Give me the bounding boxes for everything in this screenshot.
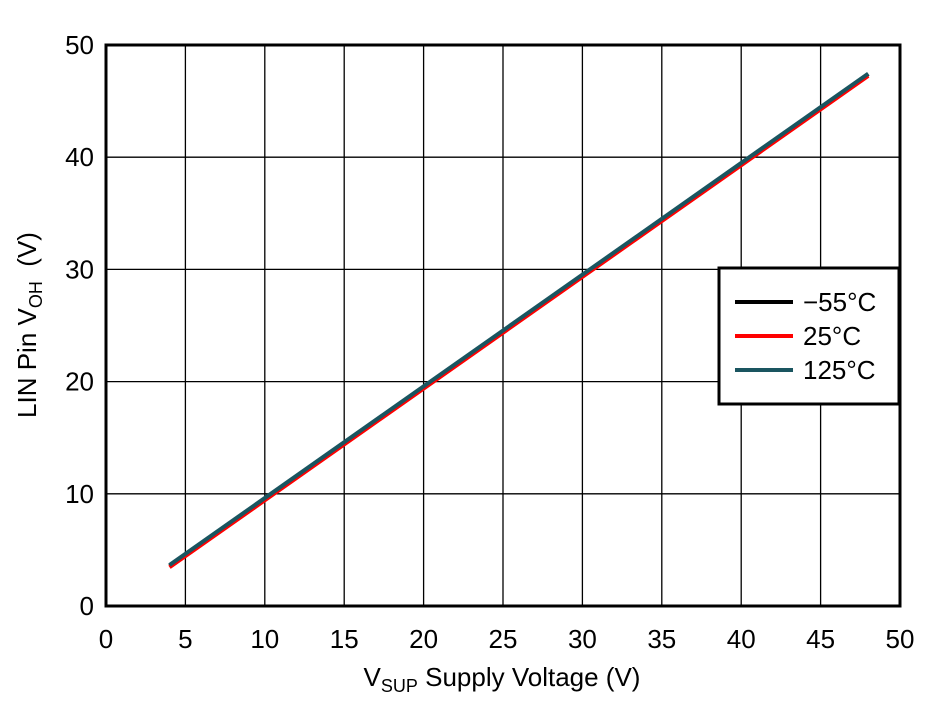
- y-tick-label: 10: [65, 479, 94, 509]
- y-tick-label: 20: [65, 367, 94, 397]
- x-tick-label: 25: [489, 624, 518, 654]
- x-tick-label: 10: [250, 624, 279, 654]
- y-tick-label: 30: [65, 254, 94, 284]
- tick-labels: 0 5 10 15 20 25 30 35 40 45 50 0 10 20 30 40 50: [65, 30, 914, 654]
- legend-label: −55°C: [803, 287, 876, 317]
- x-tick-label: 45: [806, 624, 835, 654]
- x-axis-label: VSUP Supply Voltage (V): [364, 662, 641, 696]
- series-lines: [168, 71, 870, 569]
- x-tick-label: 30: [568, 624, 597, 654]
- legend-label: 25°C: [803, 321, 861, 351]
- x-tick-label: 50: [886, 624, 915, 654]
- x-tick-label: 15: [330, 624, 359, 654]
- x-tick-label: 20: [409, 624, 438, 654]
- y-tick-label: 0: [80, 591, 94, 621]
- series-line-2: [168, 71, 870, 567]
- y-tick-label: 40: [65, 142, 94, 172]
- x-tick-label: 35: [647, 624, 676, 654]
- legend-label: 125°C: [803, 355, 876, 385]
- x-tick-label: 5: [178, 624, 192, 654]
- legend: −55°C 25°C 125°C: [717, 266, 901, 406]
- y-axis-label: LIN Pin VOH (V): [12, 232, 46, 418]
- y-tick-label: 50: [65, 30, 94, 60]
- x-tick-label: 40: [727, 624, 756, 654]
- x-tick-label: 0: [99, 624, 113, 654]
